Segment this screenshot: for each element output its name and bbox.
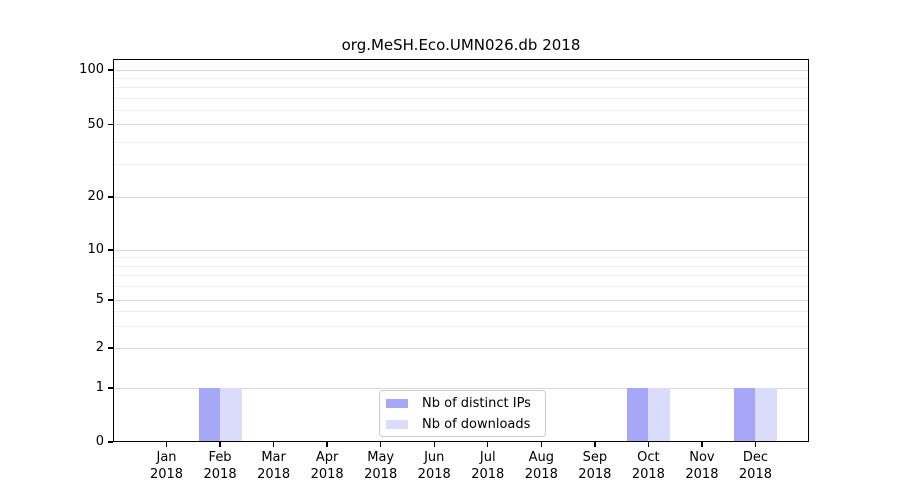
x-tick-label: Sep 2018 <box>578 450 612 482</box>
x-tick-mark <box>594 442 596 447</box>
major-gridline <box>113 196 809 198</box>
legend-entry-distinct-ips: Nb of distinct IPs <box>386 395 539 412</box>
y-tick-label: 20 <box>87 189 104 204</box>
legend-swatch-distinct-ips-icon <box>386 398 408 408</box>
y-tick-label: 0 <box>95 434 104 449</box>
major-gridline <box>113 387 809 389</box>
x-tick-label: Apr 2018 <box>310 450 344 482</box>
major-gridline <box>113 69 809 71</box>
x-tick-mark <box>540 442 542 447</box>
x-tick-label: Jan 2018 <box>149 450 184 482</box>
x-tick-label: Jun 2018 <box>417 450 451 482</box>
x-tick-label: Oct 2018 <box>631 450 665 482</box>
legend-swatch-downloads-icon <box>386 419 408 429</box>
chart-title: org.MeSH.Eco.UMN026.db 2018 <box>341 36 581 54</box>
x-tick-mark <box>272 442 275 447</box>
y-tick-mark <box>108 196 113 198</box>
x-tick-mark <box>647 442 650 447</box>
y-tick-mark <box>108 123 113 126</box>
y-tick-mark <box>108 249 113 251</box>
legend-label-distinct-ips: Nb of distinct IPs <box>422 395 531 411</box>
x-tick-mark <box>326 442 328 447</box>
minor-gridline <box>113 109 809 111</box>
x-tick-mark <box>487 442 489 447</box>
minor-gridline <box>113 164 809 166</box>
y-tick-mark <box>108 441 113 443</box>
minor-gridline <box>113 265 809 267</box>
x-tick-label: May 2018 <box>364 450 398 482</box>
minor-gridline <box>113 326 809 328</box>
x-tick-label: Feb 2018 <box>203 450 237 482</box>
x-tick-label: Dec 2018 <box>738 450 772 482</box>
major-gridline <box>113 249 809 251</box>
x-tick-mark <box>165 442 168 447</box>
legend-label-downloads: Nb of downloads <box>422 416 531 432</box>
y-tick-label: 100 <box>79 62 104 77</box>
y-tick-label: 5 <box>95 292 104 307</box>
legend-entry-downloads: Nb of downloads <box>386 416 539 433</box>
bar-nb-of-distinct-ips <box>626 388 649 442</box>
y-tick-mark <box>108 69 113 71</box>
x-tick-mark <box>433 442 435 447</box>
x-tick-mark <box>754 442 757 447</box>
y-tick-mark <box>108 299 113 301</box>
minor-gridline <box>113 77 809 79</box>
y-tick-label: 2 <box>95 340 104 355</box>
minor-gridline <box>113 87 809 89</box>
x-tick-label: Aug 2018 <box>524 450 558 482</box>
plot-area <box>113 59 809 442</box>
minor-gridline <box>113 141 809 143</box>
minor-gridline <box>113 257 809 259</box>
legend: Nb of distinct IPs Nb of downloads <box>379 390 546 437</box>
x-tick-mark <box>701 442 703 447</box>
y-tick-label: 10 <box>87 242 104 257</box>
y-tick-mark <box>108 387 113 389</box>
x-tick-label: Mar 2018 <box>257 450 291 482</box>
x-tick-label: Jul 2018 <box>471 450 505 482</box>
minor-gridline <box>113 286 809 288</box>
major-gridline <box>113 124 809 125</box>
minor-gridline <box>113 311 809 313</box>
major-gridline <box>113 347 809 349</box>
bar-nb-of-downloads <box>220 388 242 442</box>
bar-nb-of-distinct-ips <box>198 388 221 442</box>
x-tick-label: Nov 2018 <box>685 450 719 482</box>
y-tick-mark <box>108 347 113 349</box>
bar-nb-of-downloads <box>648 388 670 442</box>
major-gridline <box>113 299 809 301</box>
x-tick-mark <box>379 442 382 447</box>
minor-gridline <box>113 275 809 277</box>
y-tick-label: 1 <box>95 380 104 395</box>
y-tick-label: 50 <box>87 116 104 132</box>
bar-nb-of-distinct-ips <box>733 388 756 442</box>
x-tick-mark <box>219 442 221 447</box>
bar-nb-of-downloads <box>755 388 777 442</box>
minor-gridline <box>113 97 809 99</box>
